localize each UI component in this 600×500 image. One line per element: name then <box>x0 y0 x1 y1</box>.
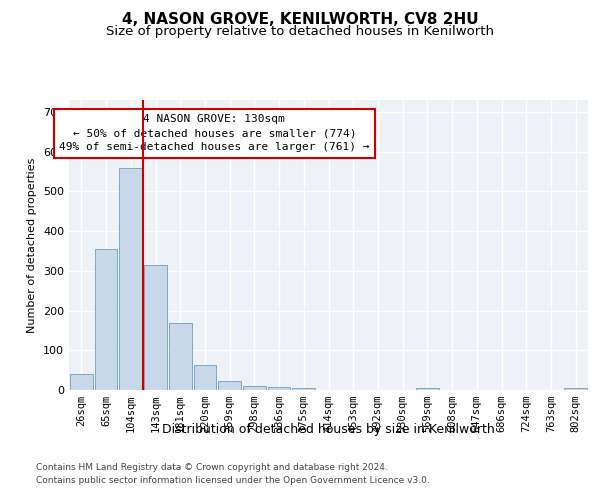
Bar <box>194 366 216 390</box>
Text: 4 NASON GROVE: 130sqm
← 50% of detached houses are smaller (774)
49% of semi-det: 4 NASON GROVE: 130sqm ← 50% of detached … <box>59 114 370 152</box>
Bar <box>70 374 93 390</box>
Text: Size of property relative to detached houses in Kenilworth: Size of property relative to detached ho… <box>106 25 494 38</box>
Bar <box>119 168 142 390</box>
Bar <box>243 386 266 390</box>
Bar <box>218 382 241 390</box>
Bar <box>564 388 587 390</box>
Text: Contains HM Land Registry data © Crown copyright and database right 2024.: Contains HM Land Registry data © Crown c… <box>36 462 388 471</box>
Text: Distribution of detached houses by size in Kenilworth: Distribution of detached houses by size … <box>163 422 495 436</box>
Bar <box>144 265 167 390</box>
Bar <box>416 388 439 390</box>
Text: Contains public sector information licensed under the Open Government Licence v3: Contains public sector information licen… <box>36 476 430 485</box>
Bar <box>95 249 118 390</box>
Bar <box>268 387 290 390</box>
Y-axis label: Number of detached properties: Number of detached properties <box>28 158 37 332</box>
Text: 4, NASON GROVE, KENILWORTH, CV8 2HU: 4, NASON GROVE, KENILWORTH, CV8 2HU <box>122 12 478 28</box>
Bar <box>169 324 191 390</box>
Bar <box>292 388 315 390</box>
